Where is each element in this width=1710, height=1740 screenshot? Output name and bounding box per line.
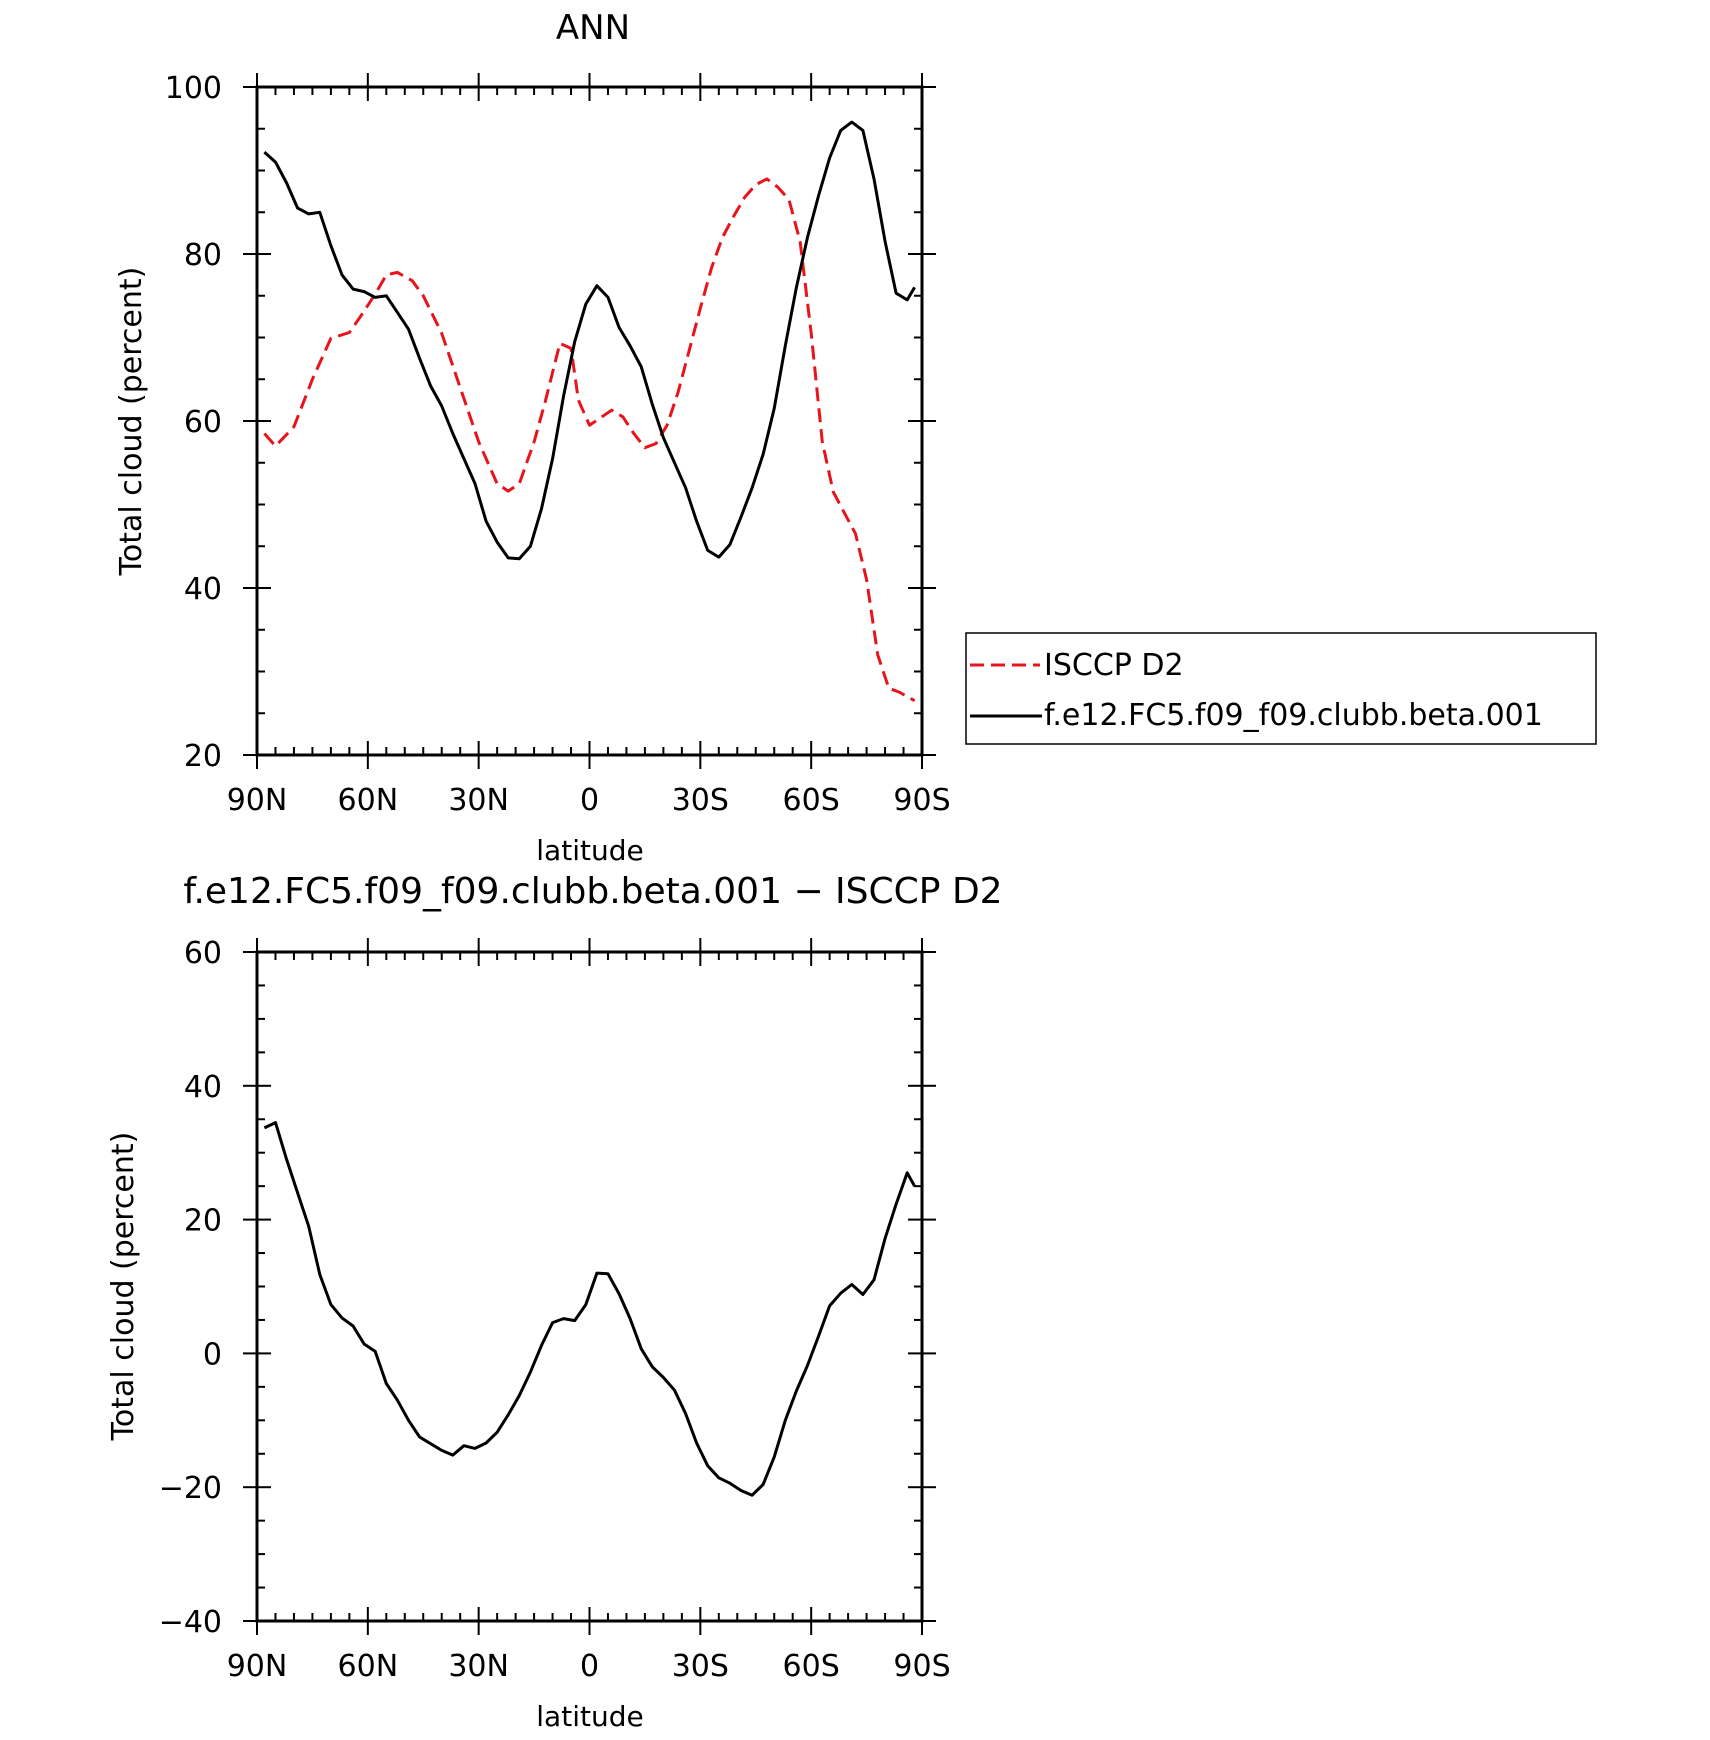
- panel-bottom-x-tick-label: 0: [580, 1649, 599, 1684]
- panel-bottom-y-tick-label: 40: [184, 1070, 222, 1105]
- panel-bottom-series-group: [263, 1121, 916, 1497]
- panel-top-ticks: 90N 60N 30N 0 30S 60S 90S 20 40 60 80 100: [165, 71, 951, 818]
- legend-label-model: f.e12.FC5.f09_f09.clubb.beta.001: [1044, 698, 1543, 733]
- panel-bottom-title: f.e12.FC5.f09_f09.clubb.beta.001 − ISCCP…: [183, 871, 1002, 912]
- panel-top-x-tick-label: 0: [580, 783, 599, 818]
- panel-bottom-x-tick-label: 90S: [893, 1649, 950, 1684]
- legend-label-isccp: ISCCP D2: [1044, 648, 1184, 683]
- panel-bottom-y-tick-label: −40: [159, 1605, 222, 1640]
- panel-bottom-y-axis-label: Total cloud (percent): [106, 1132, 141, 1442]
- panel-bottom: f.e12.FC5.f09_f09.clubb.beta.001 − ISCCP…: [106, 871, 1003, 1733]
- panel-top-x-tick-label: 90N: [227, 783, 288, 818]
- panel-top-y-tick-label: 80: [184, 238, 222, 273]
- panel-top-x-tick-label: 30N: [448, 783, 509, 818]
- panel-top-x-tick-label: 30S: [672, 783, 729, 818]
- legend-box: [965, 632, 1597, 745]
- panel-top-series-line-1: [263, 120, 916, 561]
- panel-bottom-ticks: 90N 60N 30N 0 30S 60S 90S −40 −20 0 20 40 60: [159, 936, 951, 1684]
- panel-bottom-x-tick-label: 90N: [227, 1649, 288, 1684]
- panel-bottom-x-tick-label: 30N: [448, 1649, 509, 1684]
- panel-bottom-y-tick-label: 0: [203, 1337, 222, 1372]
- panel-bottom-y-tick-label: −20: [159, 1471, 222, 1506]
- panel-top-x-axis-label: latitude: [536, 834, 643, 867]
- panel-top-title: ANN: [556, 8, 630, 48]
- panel-bottom-y-tick-label: 60: [184, 936, 222, 971]
- panel-bottom-x-tick-label: 60N: [338, 1649, 399, 1684]
- panel-bottom-y-tick-label: 20: [184, 1204, 222, 1239]
- panel-top-x-tick-label: 60S: [783, 783, 840, 818]
- panel-bottom-x-tick-label: 60S: [783, 1649, 840, 1684]
- panel-top-x-tick-label: 90S: [893, 783, 950, 818]
- panel-top-y-tick-label: 60: [184, 405, 222, 440]
- panel-bottom-plot-frame: [255, 950, 924, 1623]
- panel-top-x-tick-label: 60N: [338, 783, 399, 818]
- panel-top-y-axis-label: Total cloud (percent): [114, 267, 149, 577]
- panel-top-series-group: [263, 120, 916, 703]
- panel-top-series-line-0: [263, 177, 916, 703]
- panel-top-y-tick-label: 100: [165, 71, 222, 106]
- panel-bottom-series-line-0: [263, 1121, 916, 1497]
- panel-bottom-x-axis-label: latitude: [536, 1700, 643, 1733]
- panel-top: ANN 90N 60N 30N 0 30S 60S 90S 20 40 60 80 100 latit…: [114, 8, 951, 867]
- legend: ISCCP D2 f.e12.FC5.f09_f09.clubb.beta.00…: [965, 632, 1597, 745]
- panel-bottom-x-tick-label: 30S: [672, 1649, 729, 1684]
- panel-top-y-tick-label: 40: [184, 572, 222, 607]
- panel-top-y-tick-label: 20: [184, 739, 222, 774]
